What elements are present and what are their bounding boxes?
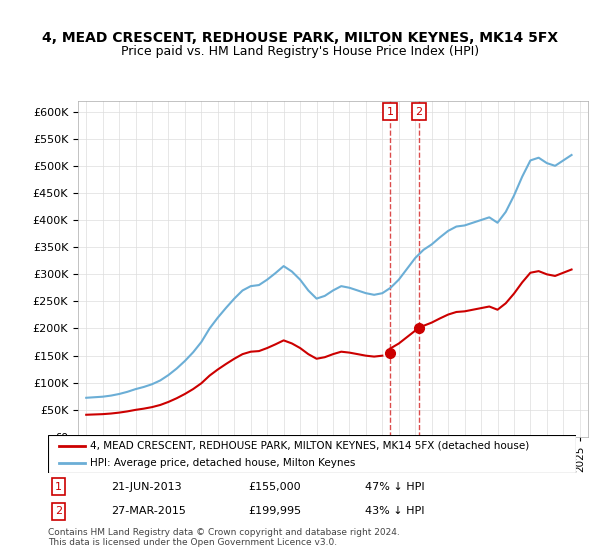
Text: 1: 1	[55, 482, 62, 492]
Text: 43% ↓ HPI: 43% ↓ HPI	[365, 506, 424, 516]
FancyBboxPatch shape	[48, 435, 576, 473]
Text: 27-MAR-2015: 27-MAR-2015	[112, 506, 186, 516]
Text: Contains HM Land Registry data © Crown copyright and database right 2024.
This d: Contains HM Land Registry data © Crown c…	[48, 528, 400, 547]
Text: 2: 2	[415, 106, 422, 116]
Text: 4, MEAD CRESCENT, REDHOUSE PARK, MILTON KEYNES, MK14 5FX: 4, MEAD CRESCENT, REDHOUSE PARK, MILTON …	[42, 31, 558, 45]
Text: 2: 2	[55, 506, 62, 516]
Text: 47% ↓ HPI: 47% ↓ HPI	[365, 482, 424, 492]
Text: £155,000: £155,000	[248, 482, 301, 492]
Text: HPI: Average price, detached house, Milton Keynes: HPI: Average price, detached house, Milt…	[90, 458, 356, 468]
Text: Price paid vs. HM Land Registry's House Price Index (HPI): Price paid vs. HM Land Registry's House …	[121, 45, 479, 58]
Text: £199,995: £199,995	[248, 506, 302, 516]
Text: 1: 1	[386, 106, 394, 116]
Text: 4, MEAD CRESCENT, REDHOUSE PARK, MILTON KEYNES, MK14 5FX (detached house): 4, MEAD CRESCENT, REDHOUSE PARK, MILTON …	[90, 441, 529, 451]
Text: 21-JUN-2013: 21-JUN-2013	[112, 482, 182, 492]
